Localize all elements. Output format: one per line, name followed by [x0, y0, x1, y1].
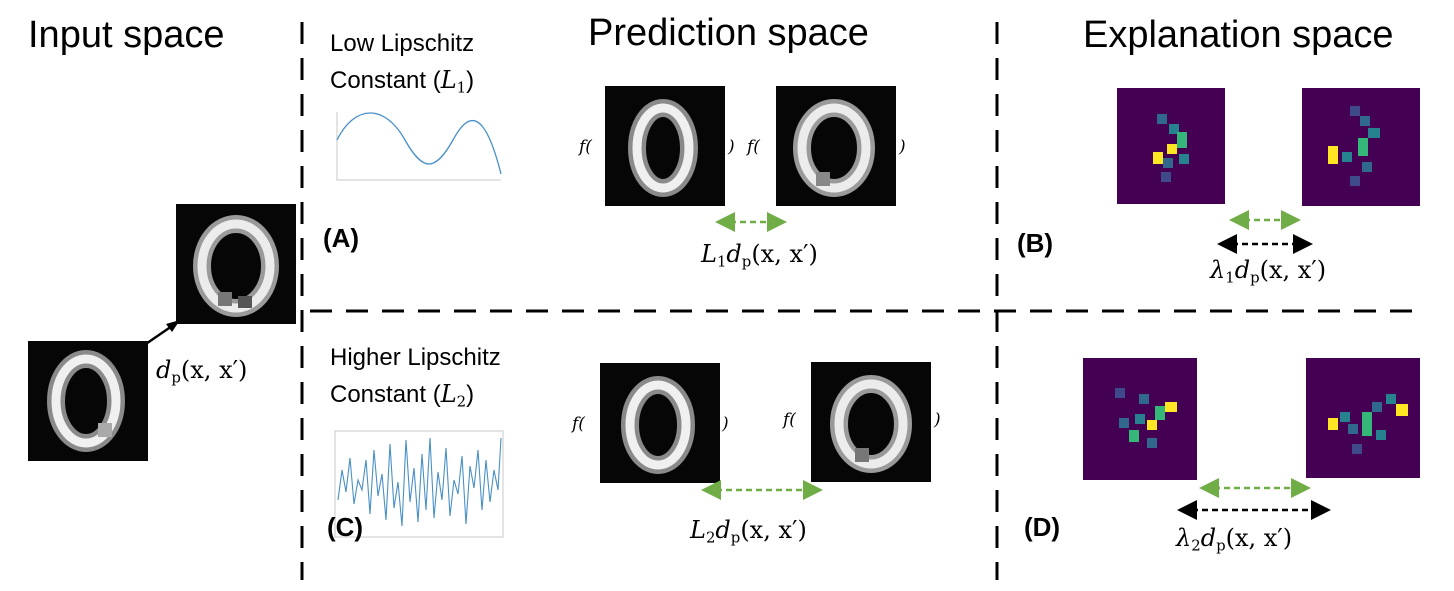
- prediction-digit-a1: [605, 86, 725, 206]
- header-explanation-space: Explanation space: [1083, 14, 1394, 56]
- high-caption-line1: Higher Lipschitz: [330, 344, 501, 371]
- explanation-heatmap-d2: [1306, 358, 1420, 478]
- low-lipschitz-caption: Low Lipschitz Constant (L1): [330, 26, 474, 105]
- low-caption-line2: Constant (L1): [330, 66, 475, 97]
- explanation-heatmap-b2: [1302, 88, 1420, 206]
- formula-lambda1-dist: λ1dp(x, x′): [1210, 256, 1327, 287]
- digit-image-perturbed: [176, 204, 296, 324]
- f-open-a2: f(: [747, 137, 760, 157]
- close-paren-c2: ): [934, 410, 941, 430]
- high-caption-line2: Constant (L2): [330, 380, 475, 411]
- high-lipschitz-plot: [334, 430, 504, 538]
- prediction-digit-c2: [811, 362, 931, 482]
- explanation-heatmap-b1: [1117, 88, 1225, 204]
- prediction-digit-c1: [600, 363, 720, 483]
- formula-L2-dist: L2dp(x, x′): [690, 516, 807, 547]
- header-prediction-space: Prediction space: [588, 12, 869, 54]
- digit-image-original: [28, 341, 148, 461]
- panel-label-b: (B): [1017, 228, 1054, 258]
- close-paren-a1: ): [728, 137, 735, 157]
- f-open-a1: f(: [579, 137, 592, 157]
- formula-lambda2-dist: λ2dp(x, x′): [1176, 524, 1293, 555]
- header-input-space: Input space: [28, 14, 225, 56]
- panel-label-a: (A): [323, 223, 360, 253]
- prediction-digit-a2: [776, 86, 896, 206]
- formula-L1-dist: L1dp(x, x′): [701, 240, 818, 271]
- panel-label-d: (D): [1024, 512, 1061, 542]
- panel-label-c: (C): [327, 512, 364, 542]
- explanation-heatmap-d1: [1083, 358, 1197, 480]
- input-distance-label: dp(x, x′): [156, 356, 248, 387]
- f-open-c2: f(: [783, 410, 796, 430]
- low-lipschitz-plot: [335, 110, 503, 182]
- high-lipschitz-caption: Higher Lipschitz Constant (L2): [330, 340, 501, 419]
- low-caption-line1: Low Lipschitz: [330, 30, 475, 57]
- f-open-c1: f(: [572, 414, 585, 434]
- close-paren-c1: ): [722, 414, 729, 434]
- close-paren-a2: ): [899, 137, 906, 157]
